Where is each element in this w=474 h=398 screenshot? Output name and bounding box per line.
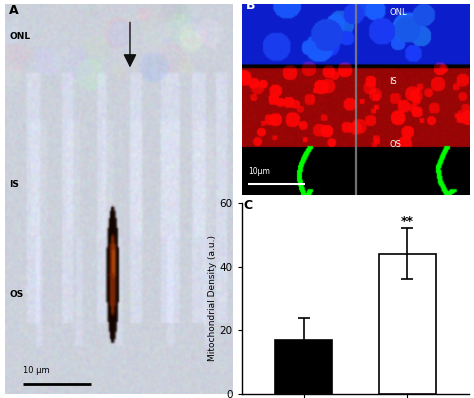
Text: 10μm: 10μm [248, 167, 270, 176]
Text: ONL: ONL [9, 32, 30, 41]
Text: 10 μm: 10 μm [23, 366, 50, 375]
Bar [379, 254, 436, 394]
Bar [275, 340, 332, 394]
Text: C: C [244, 199, 253, 212]
Text: A: A [9, 4, 19, 17]
Text: ONL: ONL [390, 8, 407, 18]
Text: **: ** [401, 215, 414, 228]
Text: IS: IS [9, 180, 19, 189]
Text: OS: OS [9, 289, 24, 298]
Text: IS: IS [390, 77, 397, 86]
Text: B: B [246, 0, 255, 12]
Text: OS: OS [390, 140, 401, 149]
Y-axis label: Mitochondrial Density (a.u.): Mitochondrial Density (a.u.) [208, 236, 217, 361]
